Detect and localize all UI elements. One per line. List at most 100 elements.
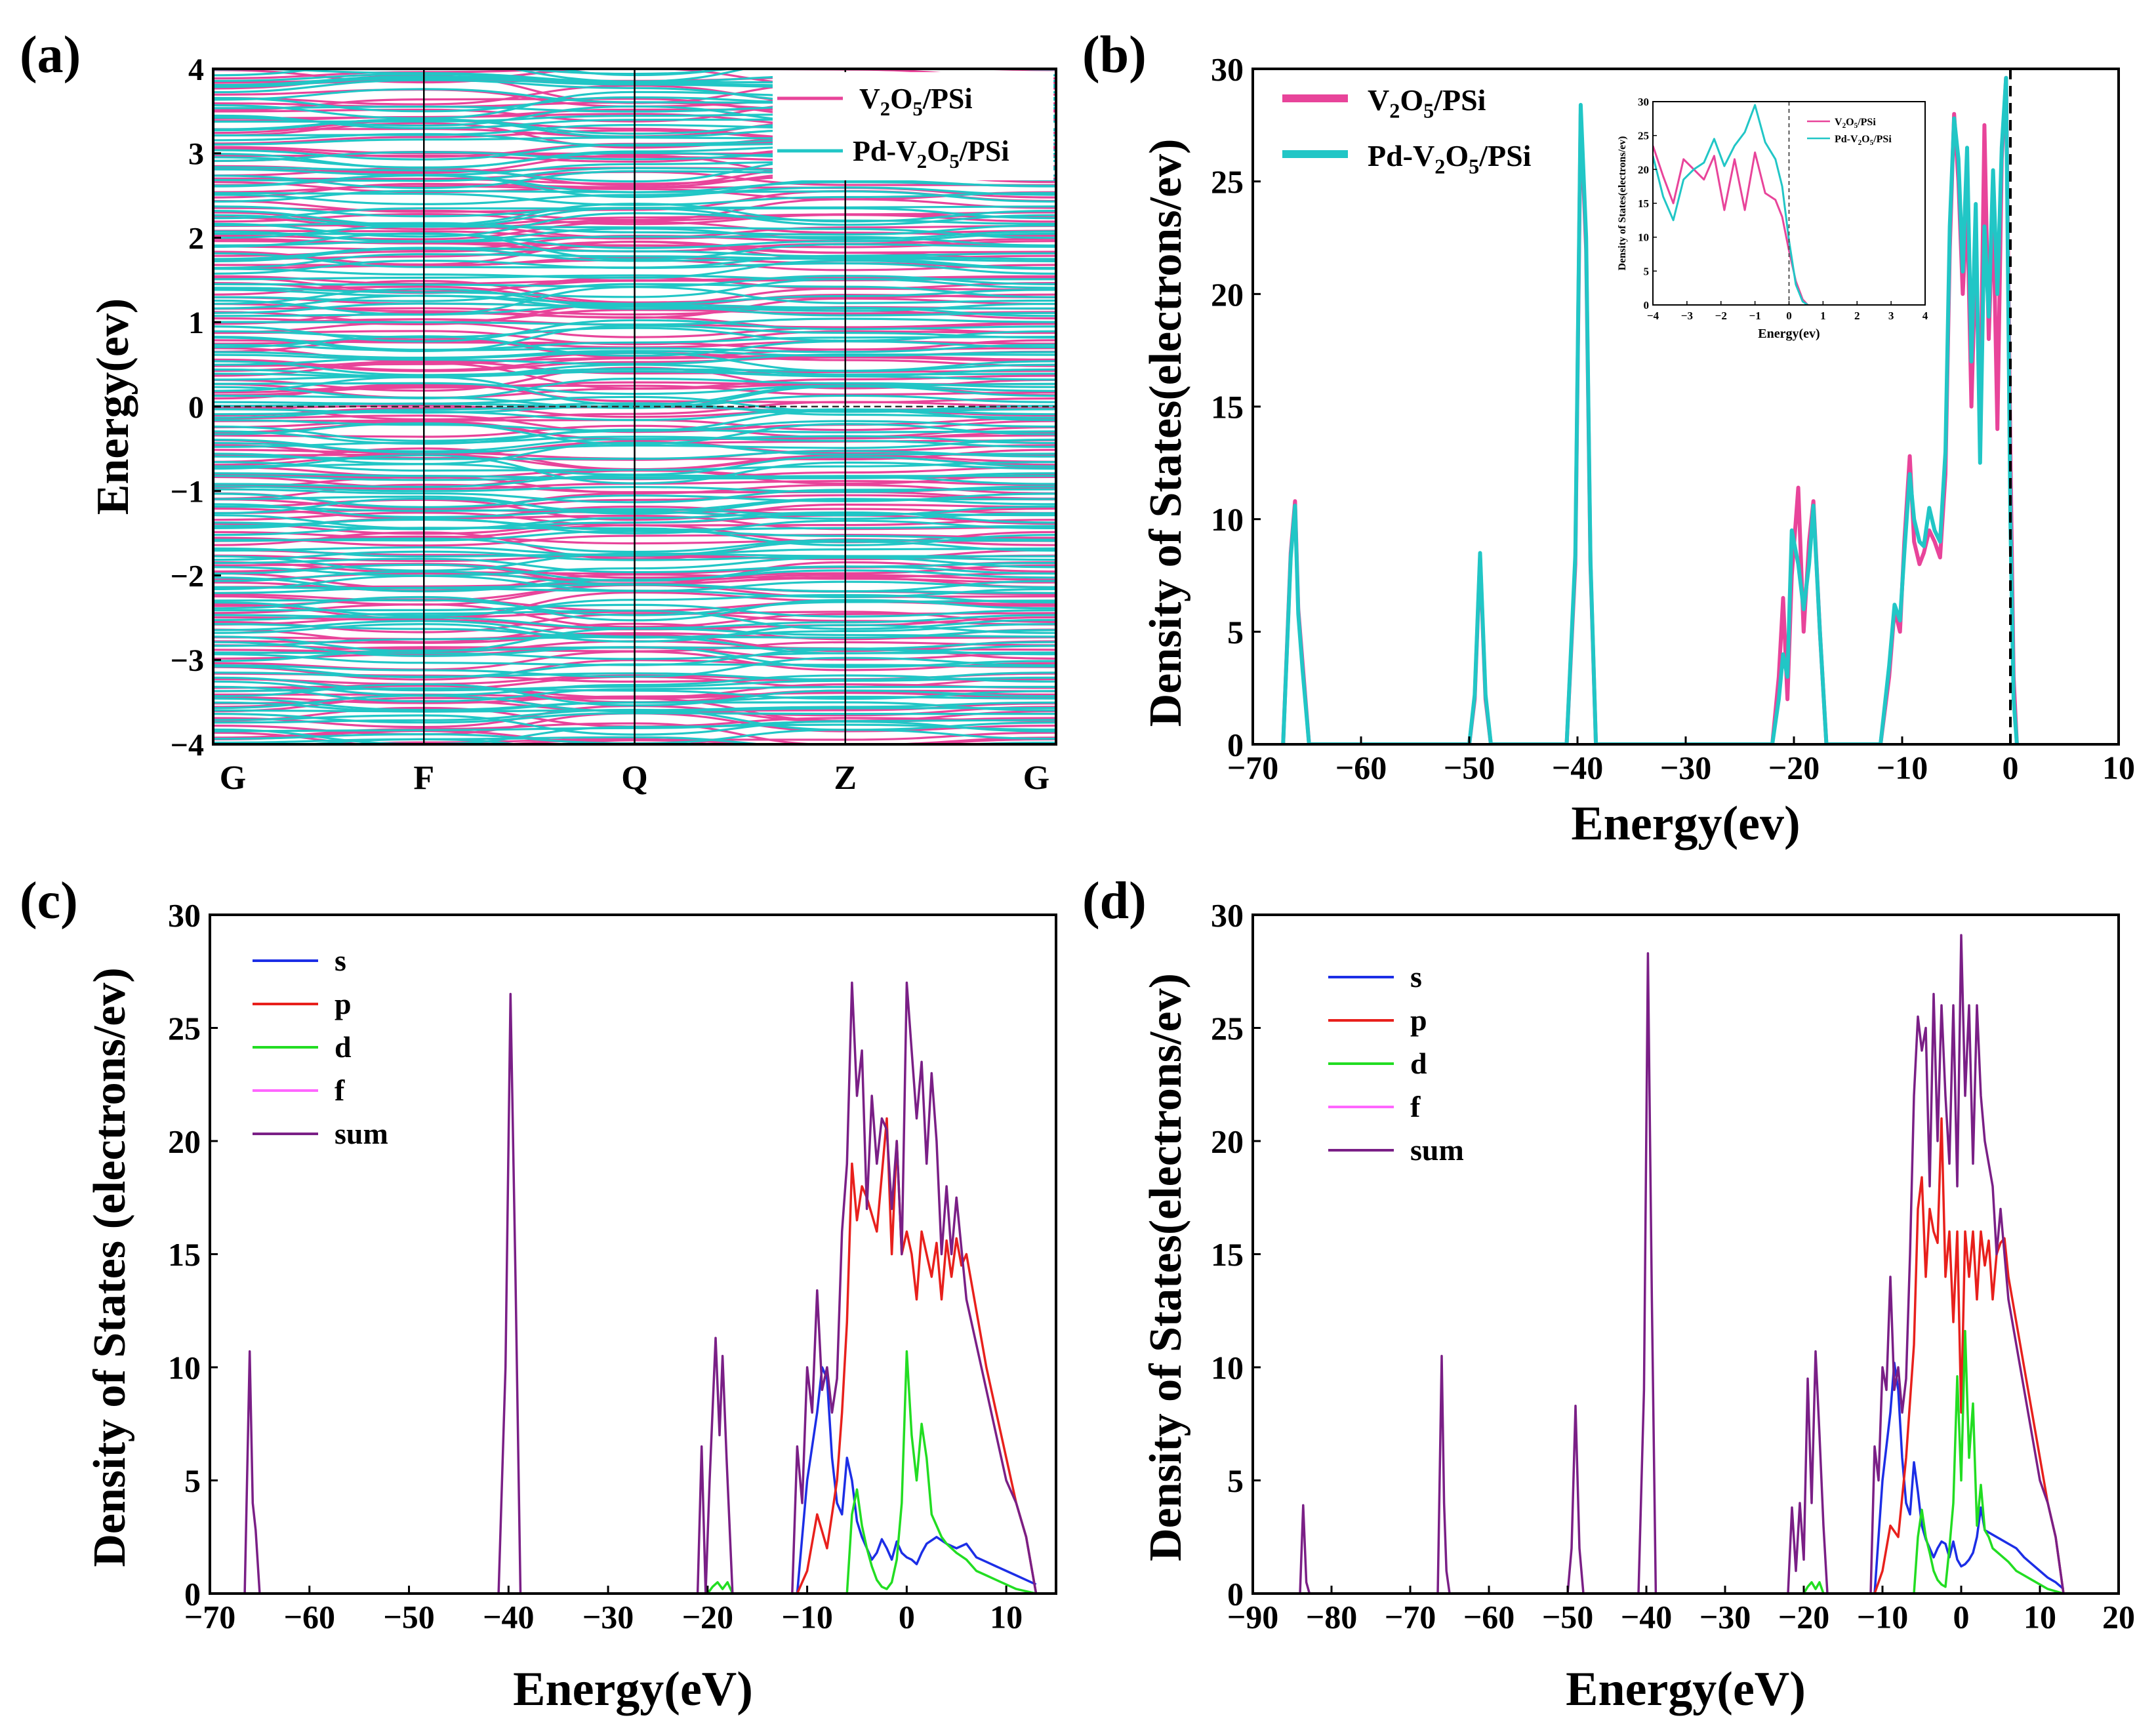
pdos-d-ytick-label: 15 <box>1211 1236 1244 1273</box>
legend-label-f: f <box>335 1074 345 1107</box>
pdos-c-ytick-label: 20 <box>168 1123 201 1160</box>
inset-xtick-label: 3 <box>1888 310 1894 322</box>
legend-label-f: f <box>1410 1090 1421 1123</box>
pdos-c-series-d <box>210 1350 1036 1594</box>
dos-xtick-label: −50 <box>1444 750 1495 786</box>
pdos-c-xtick-label: 0 <box>899 1599 915 1636</box>
dos-comparison-panel: −70 −60 −50 −40 −30 −20 −10 0 10051015202530Ener… <box>1141 51 2135 851</box>
legend-label-p: p <box>335 987 352 1020</box>
pdos-d-ytick-label: 10 <box>1211 1350 1244 1386</box>
inset-xtick-label: 4 <box>1922 310 1928 322</box>
inset-xtick-label: 1 <box>1820 310 1826 322</box>
band-legend-box <box>773 72 1053 180</box>
pdos-d-series-s <box>1253 1361 2065 1594</box>
panel-label-d: (d) <box>1082 872 1147 930</box>
pdos-d-ytick-label: 0 <box>1227 1576 1244 1613</box>
pdos-d-series-sum <box>1253 934 2065 1594</box>
legend-label-sum: sum <box>1410 1133 1464 1167</box>
pdos-d-xtick-label: −50 <box>1542 1599 1594 1636</box>
dos-xlabel: Energy(ev) <box>1571 797 1800 851</box>
band-ytick-label: 1 <box>188 306 204 340</box>
pdos-c-xtick-label: −20 <box>682 1599 734 1636</box>
dos-xtick-label: −20 <box>1768 750 1820 786</box>
dos-ytick-label: 5 <box>1227 614 1244 651</box>
band-ytick-label: 3 <box>188 137 204 172</box>
dos-ytick-label: 0 <box>1227 727 1244 763</box>
pdos-c-xtick-label: −40 <box>483 1599 535 1636</box>
pdos-d-xtick-label: 0 <box>1953 1599 1970 1636</box>
legend-label-pd-v2o5: Pd-V2O5/PSi <box>1368 139 1532 178</box>
pdos-c-xlabel: Energy(eV) <box>513 1662 753 1716</box>
dos-ytick-label: 20 <box>1211 276 1244 313</box>
dos-xtick-label: −70 <box>1227 750 1279 786</box>
pdos-d-xtick-label: −80 <box>1306 1599 1358 1636</box>
band-structure-panel: −4 −3 −2 −1 0 1 2 3 4 G F Q Z G Energy(ev) V2O5/PSi Pd-V… <box>88 52 1057 797</box>
pdos-c-xtick-label: −30 <box>582 1599 634 1636</box>
inset-ytick-label: 20 <box>1638 163 1649 176</box>
legend-label-s: s <box>1410 960 1422 993</box>
legend-label-d: d <box>1410 1047 1427 1080</box>
pdos-d-xtick-label: −70 <box>1385 1599 1436 1636</box>
dos-xtick-label: −60 <box>1335 750 1387 786</box>
pdos-c-series-sum <box>210 981 1038 1594</box>
dos-series-pd-v2o5-psi <box>1281 75 2019 744</box>
dos-xtick-label: 0 <box>2003 750 2019 786</box>
band-ytick-label: −4 <box>171 728 204 763</box>
pdos-c-ytick-label: 10 <box>168 1350 201 1386</box>
inset-xtick-label: 2 <box>1854 310 1860 322</box>
inset-series-pd-v2o5-psi <box>1653 104 1808 305</box>
inset-ytick-label: 30 <box>1638 96 1649 108</box>
inset-xlabel: Energy(ev) <box>1758 327 1820 341</box>
pdos-c-series-s <box>210 1366 1037 1594</box>
legend-label-v2o5: V2O5/PSi <box>1368 83 1486 123</box>
dos-xtick-label: −10 <box>1877 750 1928 786</box>
pdos-c-ytick-label: 15 <box>168 1236 201 1273</box>
inset-ytick-label: 10 <box>1638 231 1649 244</box>
pdos-c-xtick-label: 10 <box>990 1599 1023 1636</box>
pdos-d-series-d <box>1253 1330 2064 1594</box>
dos-inset: −4 −3 −2 −1 0 1 2 3 4 0 5 10 15 20 25 30 Energy(ev) Densi… <box>1617 96 1928 341</box>
kpoint-label: G <box>1023 759 1049 797</box>
pdos-d-series-p <box>1253 1117 2065 1594</box>
pdos-d-ytick-label: 25 <box>1211 1010 1244 1047</box>
pdos-panel-v2o5: −70 −60 −50 −40 −30 −20 −10 0 10 0 5 10 15 20 25 30 Ener… <box>85 897 1057 1716</box>
band-ytick-label: 0 <box>188 390 204 425</box>
band-ytick-label: −3 <box>171 643 204 678</box>
pdos-d-xtick-label: −40 <box>1621 1599 1673 1636</box>
legend-label-s: s <box>335 944 346 977</box>
pdos-d-xtick-label: −60 <box>1463 1599 1515 1636</box>
pdos-d-xlabel: Energy(eV) <box>1566 1662 1806 1716</box>
legend-label-sum: sum <box>335 1117 388 1150</box>
inset-xtick-label: −4 <box>1647 310 1659 322</box>
pdos-c-ytick-label: 25 <box>168 1010 201 1047</box>
inset-xtick-label: −1 <box>1749 310 1761 322</box>
dos-ytick-label: 15 <box>1211 389 1244 426</box>
dos-legend: V2O5/PSi Pd-V2O5/PSi <box>1282 83 1532 178</box>
band-line-pink <box>213 54 1056 67</box>
legend-label-pd-v2o5: Pd-V2O5/PSi <box>853 135 1009 172</box>
kpoint-label: G <box>220 759 246 797</box>
band-line-pink <box>803 69 901 70</box>
pdos-c-ytick-label: 30 <box>168 897 201 934</box>
dos-ytick-label: 25 <box>1211 163 1244 200</box>
inset-ylabel: Density of States(electrons/ev) <box>1617 136 1628 271</box>
pdos-c-xtick-label: −10 <box>781 1599 833 1636</box>
dos-ytick-label: 30 <box>1211 51 1244 88</box>
kpoint-label: F <box>413 759 434 797</box>
pdos-d-xtick-label: 10 <box>2024 1599 2056 1636</box>
inset-xtick-label: −2 <box>1715 310 1727 322</box>
band-ylabel: Energy(ev) <box>88 298 138 515</box>
band-legend: V2O5/PSi Pd-V2O5/PSi <box>773 72 1053 180</box>
band-ytick-label: −2 <box>171 559 204 593</box>
panel-label-a: (a) <box>20 26 81 84</box>
inset-legend-label-pd-v2o5: Pd-V2O5/PSi <box>1835 134 1892 147</box>
pdos-d-ytick-label: 30 <box>1211 897 1244 934</box>
pdos-c-xtick-label: −60 <box>284 1599 336 1636</box>
inset-ytick-label: 25 <box>1638 130 1649 142</box>
dos-xtick-label: −40 <box>1552 750 1604 786</box>
band-line-pink <box>213 69 1056 80</box>
legend-label-d: d <box>335 1030 352 1064</box>
pdos-d-ytick-label: 20 <box>1211 1123 1244 1160</box>
